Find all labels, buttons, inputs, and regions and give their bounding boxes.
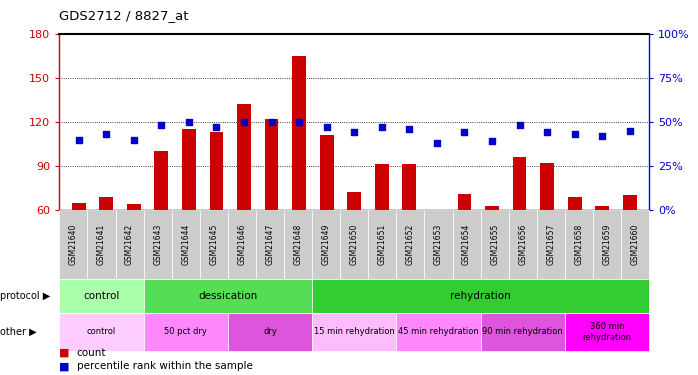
Point [459,129,470,135]
Text: other ▶: other ▶ [0,327,36,337]
Text: GSM21650: GSM21650 [350,224,359,266]
Text: GSM21642: GSM21642 [125,224,134,266]
Text: GSM21651: GSM21651 [378,224,387,266]
Text: control: control [87,327,116,336]
Bar [568,197,581,210]
Bar [209,132,223,210]
Bar [348,192,361,210]
Text: GSM21654: GSM21654 [462,224,471,266]
Text: GSM21652: GSM21652 [406,224,415,266]
Text: 50 pct dry: 50 pct dry [164,327,207,336]
Point [542,129,553,135]
Text: GSM21659: GSM21659 [602,224,611,266]
Text: percentile rank within the sample: percentile rank within the sample [77,361,253,371]
Text: GSM21660: GSM21660 [630,224,639,266]
Bar [320,135,334,210]
Bar [513,157,526,210]
Point [156,122,167,128]
Point [487,138,498,144]
Text: GSM21645: GSM21645 [209,224,218,266]
Text: GSM21655: GSM21655 [490,224,499,266]
Bar [127,204,140,210]
Point [184,119,195,125]
Bar [182,129,195,210]
Text: GSM21649: GSM21649 [322,224,331,266]
Text: GSM21641: GSM21641 [97,224,106,266]
Point [239,119,250,125]
Bar [99,197,113,210]
Text: GSM21646: GSM21646 [237,224,246,266]
Text: GSM21644: GSM21644 [181,224,191,266]
Text: control: control [83,291,119,301]
Text: dry: dry [263,327,277,336]
Bar [292,56,306,210]
Bar [623,195,637,210]
Point [624,128,635,134]
Text: ■: ■ [59,348,70,358]
Bar [72,202,86,210]
Point [266,119,277,125]
Point [403,126,415,132]
Text: GSM21653: GSM21653 [434,224,443,266]
Point [73,136,84,142]
Text: 15 min rehydration: 15 min rehydration [314,327,394,336]
Text: GSM21648: GSM21648 [294,224,302,266]
Bar [154,151,168,210]
Bar [458,194,471,210]
Point [294,119,305,125]
Bar [403,165,416,210]
Bar [375,165,389,210]
Point [211,124,222,130]
Point [569,131,580,137]
Point [128,136,140,142]
Bar [540,163,554,210]
Text: protocol ▶: protocol ▶ [0,291,50,301]
Point [597,133,608,139]
Bar [237,104,251,210]
Bar [595,206,609,210]
Text: 90 min rehydration: 90 min rehydration [482,327,563,336]
Point [321,124,332,130]
Point [376,124,387,130]
Text: GSM21658: GSM21658 [574,224,584,266]
Text: dessication: dessication [198,291,258,301]
Text: 45 min rehydration: 45 min rehydration [398,327,479,336]
Text: 360 min
rehydration: 360 min rehydration [582,322,632,342]
Text: count: count [77,348,106,358]
Point [101,131,112,137]
Point [514,122,525,128]
Bar [265,119,279,210]
Text: GSM21640: GSM21640 [69,224,78,266]
Text: rehydration: rehydration [450,291,511,301]
Point [431,140,443,146]
Text: GDS2712 / 8827_at: GDS2712 / 8827_at [59,9,189,22]
Bar [485,206,499,210]
Point [348,129,360,135]
Text: GSM21647: GSM21647 [265,224,274,266]
Text: GSM21643: GSM21643 [153,224,162,266]
Text: ■: ■ [59,361,70,371]
Text: GSM21657: GSM21657 [547,224,556,266]
Text: GSM21656: GSM21656 [518,224,527,266]
